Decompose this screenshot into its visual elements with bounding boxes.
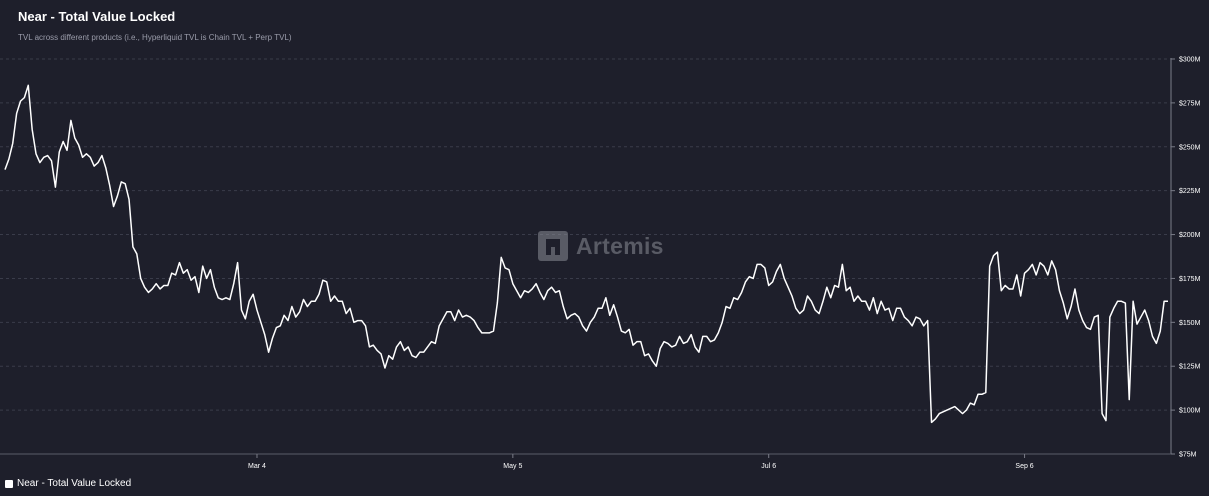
y-tick-label: $125M (1179, 364, 1201, 371)
y-tick-label: $250M (1179, 144, 1201, 151)
chart-subtitle: TVL across different products (i.e., Hyp… (18, 33, 292, 42)
y-tick-label: $300M (1179, 57, 1201, 64)
x-axis-ticks: Mar 4 May 5 Jul 6 Sep 6 (248, 454, 1034, 470)
series-line (4, 84, 1168, 424)
y-tick-label: $225M (1179, 188, 1201, 195)
y-tick-label: $200M (1179, 232, 1201, 239)
x-tick-label: Mar 4 (248, 463, 266, 470)
x-tick-label: Sep 6 (1015, 463, 1033, 470)
y-tick-label: $100M (1179, 408, 1201, 415)
watermark-text: Artemis (576, 232, 664, 259)
y-tick-label: $275M (1179, 100, 1201, 107)
y-tick-label: $75M (1179, 452, 1197, 459)
y-axis-ticks: $75M $100M $125M $150M $175M $200M $225M $250M $… (1171, 57, 1201, 459)
series-layer (4, 84, 1168, 424)
chart-header: Near - Total Value Locked TVL across dif… (18, 9, 292, 42)
x-tick-label: May 5 (503, 463, 522, 470)
y-tick-label: $175M (1179, 276, 1201, 283)
artemis-watermark: Artemis (538, 231, 664, 261)
chart-title: Near - Total Value Locked (18, 9, 176, 24)
chart-legend[interactable]: Near - Total Value Locked (5, 478, 131, 489)
artemis-logo-icon (538, 231, 568, 261)
legend-swatch (5, 479, 13, 488)
legend-label: Near - Total Value Locked (17, 478, 132, 489)
y-tick-label: $150M (1179, 320, 1201, 327)
x-tick-label: Jul 6 (761, 463, 776, 470)
